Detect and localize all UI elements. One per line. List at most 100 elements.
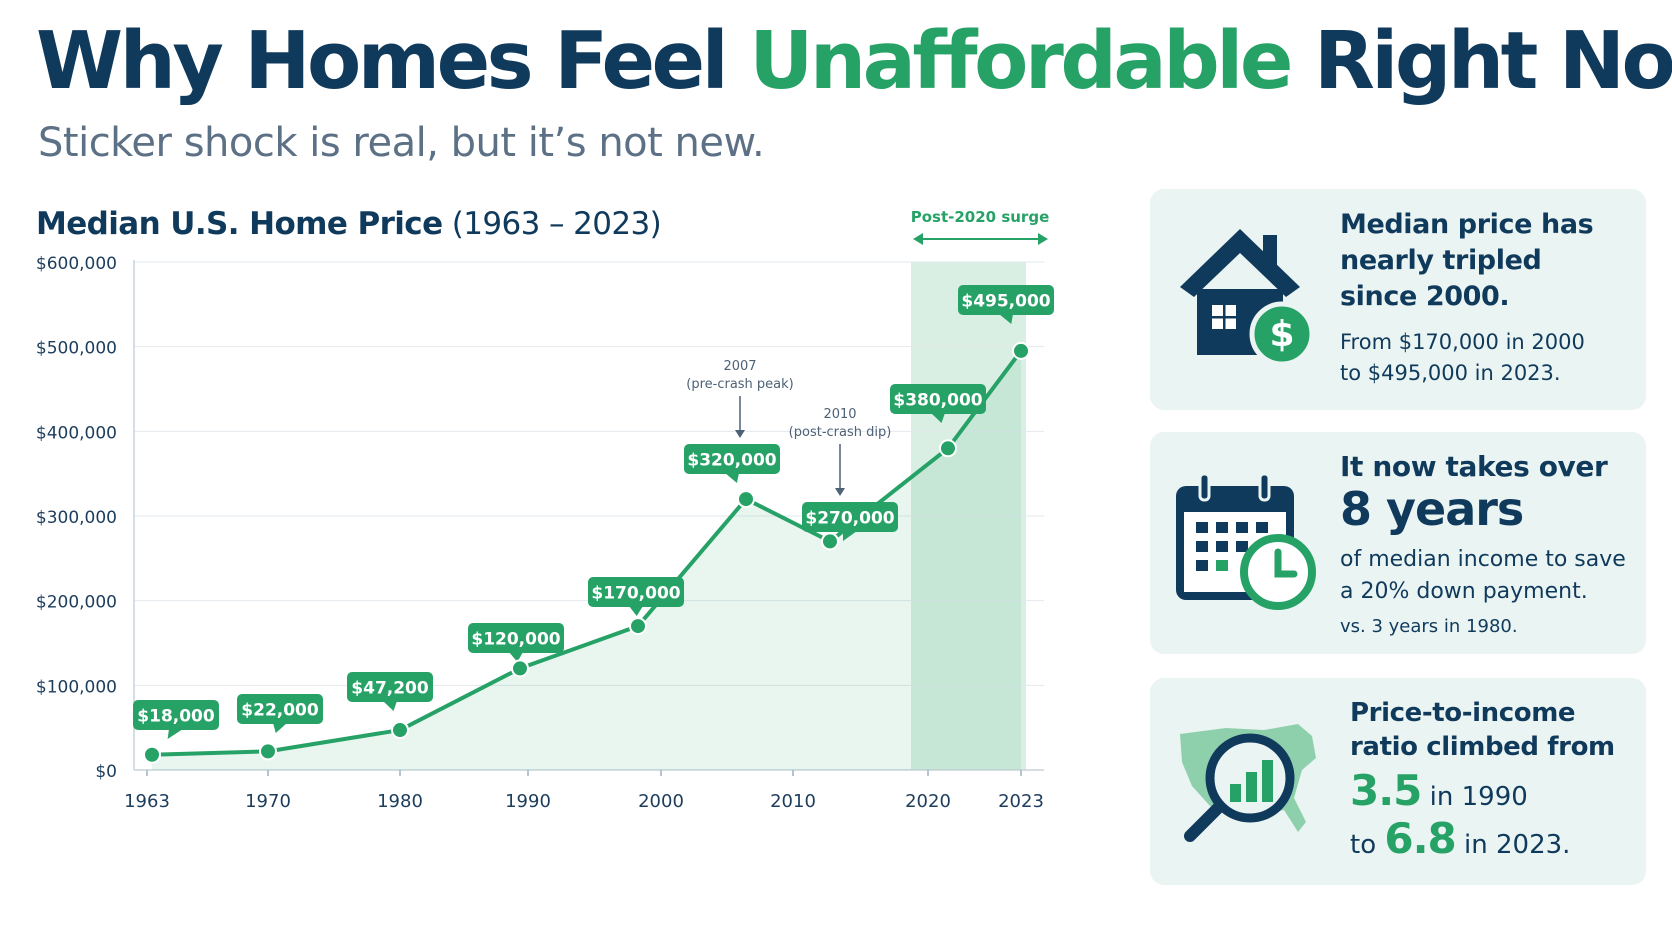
data-point bbox=[629, 617, 647, 636]
card-price-tripled: $ Median price has nearly tripled since … bbox=[1150, 189, 1646, 410]
card-savings-body-line: a 20% down payment. bbox=[1340, 579, 1588, 604]
annotation-arrow-head bbox=[835, 488, 845, 496]
data-label-box bbox=[468, 623, 564, 653]
card-ratio-to-prefix: to bbox=[1350, 830, 1385, 860]
price-area-fill bbox=[152, 350, 1021, 770]
annotation-year: 2007 bbox=[723, 359, 756, 374]
y-tick-label: $100,000 bbox=[36, 677, 117, 697]
card-ratio-head-line: ratio climbed from bbox=[1350, 732, 1615, 762]
calendar-clock-icon bbox=[1176, 472, 1316, 610]
card-savings-big-value: 8 years bbox=[1340, 482, 1524, 536]
page-subhead: Sticker shock is real, but it’s not new. bbox=[38, 120, 765, 166]
data-label-pointer bbox=[843, 531, 857, 541]
data-label: $320,000 bbox=[687, 451, 776, 471]
card-price-body: From $170,000 in 2000 to $495,000 in 202… bbox=[1340, 327, 1585, 389]
x-tick-label: 2010 bbox=[770, 791, 816, 812]
data-label-pointer bbox=[725, 473, 739, 483]
surge-arrow-head-left bbox=[913, 233, 923, 245]
card-ratio-from-suffix: in 1990 bbox=[1421, 782, 1528, 812]
chart-title-range: (1963 – 2023) bbox=[442, 206, 662, 242]
annotation-year: 2010 bbox=[823, 407, 856, 422]
x-tick-label: 2023 bbox=[998, 791, 1044, 812]
card-price-to-income: Price-to-income ratio climbed from 3.5 i… bbox=[1150, 678, 1646, 885]
card-price-body-line: From $170,000 in 2000 bbox=[1340, 330, 1585, 354]
y-tick-label: $0 bbox=[95, 762, 117, 782]
card-price-body-line: to $495,000 in 2023. bbox=[1340, 361, 1561, 385]
card-price-head-line: Median price has bbox=[1340, 209, 1594, 240]
x-tick-label: 2000 bbox=[638, 791, 684, 812]
data-label-pointer bbox=[931, 413, 945, 423]
card-ratio-from-line: 3.5 in 1990 bbox=[1350, 766, 1528, 815]
data-label-box bbox=[684, 444, 780, 474]
card-ratio-to-suffix: in 2023. bbox=[1455, 830, 1571, 860]
y-tick-label: $500,000 bbox=[36, 339, 117, 359]
data-point bbox=[511, 659, 529, 678]
x-tick-label: 2020 bbox=[905, 791, 951, 812]
svg-text:$: $ bbox=[1269, 314, 1294, 355]
annotation-note: (post-crash dip) bbox=[789, 425, 892, 440]
chart-title-main: Median U.S. Home Price bbox=[36, 206, 443, 242]
house-dollar-icon: $ bbox=[1180, 229, 1315, 367]
card-price-head-line: since 2000. bbox=[1340, 281, 1510, 312]
data-label-box bbox=[133, 700, 219, 730]
surge-arrow-head-right bbox=[1038, 233, 1048, 245]
data-label: $18,000 bbox=[137, 707, 215, 727]
data-point bbox=[391, 721, 409, 740]
annotation-note: (pre-crash peak) bbox=[686, 377, 794, 392]
card-savings-body-line: of median income to save bbox=[1340, 547, 1626, 572]
page-headline: Why Homes Feel Unaffordable Right Now bbox=[36, 22, 1672, 101]
data-label: $120,000 bbox=[471, 630, 560, 650]
data-point bbox=[939, 439, 957, 458]
headline-accent: Unaffordable bbox=[749, 15, 1293, 107]
data-point bbox=[821, 532, 839, 551]
x-tick-label: 1970 bbox=[245, 791, 291, 812]
data-label-box bbox=[347, 672, 433, 702]
data-point bbox=[1012, 341, 1030, 360]
data-label-pointer bbox=[383, 701, 397, 711]
y-tick-label: $300,000 bbox=[36, 508, 117, 528]
data-label: $380,000 bbox=[893, 391, 982, 411]
data-label-pointer bbox=[629, 606, 643, 616]
data-label: $170,000 bbox=[591, 584, 680, 604]
card-price-head-line: nearly tripled bbox=[1340, 245, 1542, 276]
surge-label: Post-2020 surge bbox=[911, 208, 1050, 226]
data-label: $47,200 bbox=[351, 679, 429, 699]
data-label-box bbox=[802, 502, 898, 532]
headline-part-1: Why Homes Feel bbox=[36, 15, 750, 107]
data-label-pointer bbox=[167, 729, 183, 739]
data-label-box bbox=[588, 577, 684, 607]
card-savings-note: vs. 3 years in 1980. bbox=[1340, 616, 1518, 637]
card-ratio-head: Price-to-income ratio climbed from bbox=[1350, 696, 1615, 764]
data-label-box bbox=[237, 694, 323, 724]
x-tick-label: 1963 bbox=[124, 791, 170, 812]
card-savings-head: It now takes over bbox=[1340, 450, 1608, 483]
map-magnifier-icon bbox=[1180, 724, 1316, 842]
y-tick-label: $200,000 bbox=[36, 593, 117, 613]
chart-title: Median U.S. Home Price (1963 – 2023) bbox=[36, 206, 662, 242]
x-tick-label: 1980 bbox=[377, 791, 423, 812]
card-price-head: Median price has nearly tripled since 20… bbox=[1340, 207, 1594, 315]
data-label-pointer bbox=[999, 314, 1013, 324]
card-ratio-head-line: Price-to-income bbox=[1350, 698, 1576, 728]
data-label: $22,000 bbox=[241, 701, 319, 721]
data-label: $270,000 bbox=[805, 509, 894, 529]
data-point bbox=[143, 745, 161, 764]
annotation-arrow-head bbox=[735, 430, 745, 438]
median-price-line-chart: $0 $100,000 $200,000 $300,000 $400,000 $500,0… bbox=[36, 208, 1054, 812]
data-label: $495,000 bbox=[961, 292, 1050, 312]
headline-part-2: Right Now bbox=[1313, 15, 1672, 107]
data-label-pointer bbox=[273, 723, 287, 733]
card-ratio-from-value: 3.5 bbox=[1350, 766, 1422, 815]
card-savings-years: It now takes over 8 years of median inco… bbox=[1150, 432, 1646, 654]
data-point bbox=[259, 742, 277, 761]
y-tick-label: $400,000 bbox=[36, 423, 117, 443]
card-ratio-to-value: 6.8 bbox=[1384, 814, 1456, 863]
x-tick-label: 1990 bbox=[505, 791, 551, 812]
card-savings-body: of median income to save a 20% down paym… bbox=[1340, 544, 1626, 608]
data-point bbox=[737, 490, 755, 509]
y-tick-label: $600,000 bbox=[36, 254, 117, 274]
card-ratio-to-line: to 6.8 in 2023. bbox=[1350, 814, 1570, 863]
data-label-pointer bbox=[509, 652, 523, 662]
data-label-box bbox=[958, 285, 1054, 315]
data-label-box bbox=[890, 384, 986, 414]
